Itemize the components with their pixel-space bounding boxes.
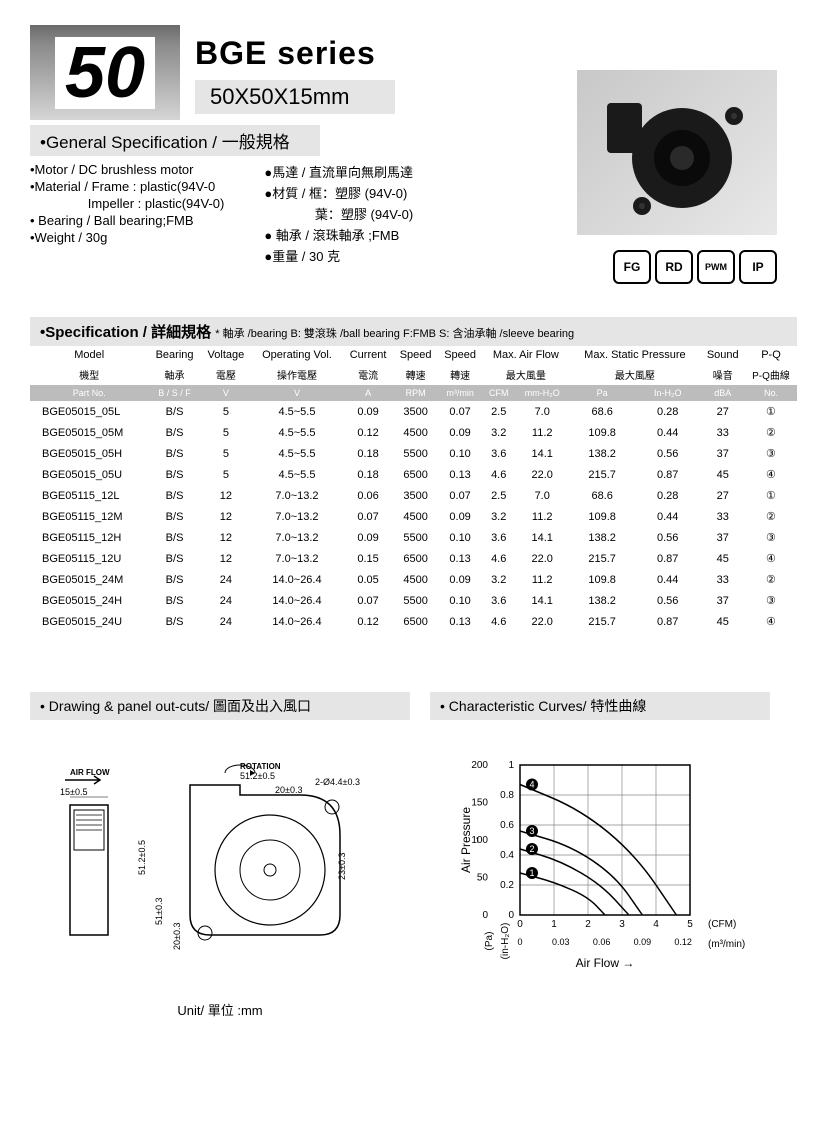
svg-text:51.2±0.5: 51.2±0.5	[240, 771, 275, 781]
svg-text:0.06: 0.06	[593, 937, 611, 947]
table-row: BGE05015_05MB/S54.5~5.50.1245000.093.211…	[30, 422, 797, 443]
svg-text:5: 5	[687, 919, 693, 930]
svg-text:0: 0	[517, 937, 522, 947]
airflow-label: AIR FLOW	[70, 768, 110, 777]
dimensions: 50X50X15mm	[195, 80, 395, 114]
series-title: BGE series	[195, 35, 797, 72]
svg-text:51.2±0.5: 51.2±0.5	[137, 840, 147, 875]
table-row: BGE05015_24UB/S2414.0~26.40.1265000.134.…	[30, 611, 797, 632]
svg-text:0: 0	[517, 919, 523, 930]
table-row: BGE05015_24MB/S2414.0~26.40.0545000.093.…	[30, 569, 797, 590]
svg-text:0.2: 0.2	[500, 880, 514, 891]
svg-text:0.8: 0.8	[500, 790, 514, 801]
table-row: BGE05115_12MB/S127.0~13.20.0745000.093.2…	[30, 506, 797, 527]
svg-text:0.09: 0.09	[634, 937, 652, 947]
svg-text:4: 4	[653, 919, 659, 930]
rotation-label: ROTATION	[240, 762, 281, 771]
table-row: BGE05115_12UB/S127.0~13.20.1565000.134.6…	[30, 548, 797, 569]
specification-table: ModelBearingVoltageOperating Vol.Current…	[30, 346, 797, 632]
svg-text:20±0.3: 20±0.3	[275, 785, 302, 795]
table-row: BGE05015_05LB/S54.5~5.50.0935000.072.57.…	[30, 401, 797, 422]
svg-text:20±0.3: 20±0.3	[172, 923, 182, 950]
svg-text:(m³/min): (m³/min)	[708, 939, 745, 950]
general-spec-heading: •General Specification / 一般規格	[30, 125, 320, 156]
badge-pwm: PWM	[697, 250, 735, 284]
svg-text:2-Ø4.4±0.3: 2-Ø4.4±0.3	[315, 777, 360, 787]
badge-fg: FG	[613, 250, 651, 284]
table-row: BGE05115_12LB/S127.0~13.20.0635000.072.5…	[30, 485, 797, 506]
svg-text:51±0.3: 51±0.3	[154, 898, 164, 925]
svg-text:2: 2	[529, 844, 534, 854]
svg-text:2: 2	[585, 919, 591, 930]
svg-text:(CFM): (CFM)	[708, 919, 736, 930]
general-spec-left: •Motor / DC brushless motor •Material / …	[30, 162, 224, 267]
table-row: BGE05015_05HB/S54.5~5.50.1855000.103.614…	[30, 443, 797, 464]
svg-text:150: 150	[471, 798, 488, 809]
svg-text:3: 3	[619, 919, 625, 930]
svg-text:0.6: 0.6	[500, 820, 514, 831]
table-row: BGE05015_24HB/S2414.0~26.40.0755000.103.…	[30, 590, 797, 611]
svg-text:1: 1	[529, 868, 534, 878]
svg-text:1: 1	[508, 760, 514, 771]
table-row: BGE05015_05UB/S54.5~5.50.1865000.134.622…	[30, 464, 797, 485]
general-spec-right: ●馬達 / 直流單向無刷馬達 ●材質 / 框：塑膠 (94V-0) 葉：塑膠 (…	[264, 162, 413, 267]
svg-text:50: 50	[477, 873, 489, 884]
product-image	[577, 70, 777, 235]
svg-text:15±0.5: 15±0.5	[60, 787, 87, 797]
badge-rd: RD	[655, 250, 693, 284]
table-row: BGE05115_12HB/S127.0~13.20.0955000.103.6…	[30, 527, 797, 548]
badge-ip: IP	[739, 250, 777, 284]
characteristic-curves-chart: 01234500.20.40.60.812001501005001234Air …	[430, 740, 770, 990]
feature-badges: FG RD PWM IP	[613, 250, 777, 284]
svg-text:(in-H₂O): (in-H₂O)	[500, 923, 511, 960]
svg-text:0.4: 0.4	[500, 850, 514, 861]
svg-text:3: 3	[529, 826, 534, 836]
svg-text:0.03: 0.03	[552, 937, 570, 947]
curves-heading: • Characteristic Curves/ 特性曲線	[430, 692, 770, 720]
svg-text:(Pa): (Pa)	[484, 932, 495, 951]
unit-label: Unit/ 單位 :mm	[30, 1000, 410, 1019]
svg-text:0.12: 0.12	[674, 937, 692, 947]
svg-text:0: 0	[508, 910, 514, 921]
technical-drawing: AIR FLOW ROTATION 15±0.5	[30, 740, 410, 990]
svg-text:1: 1	[551, 919, 557, 930]
svg-text:4: 4	[529, 780, 534, 790]
svg-text:0: 0	[482, 910, 488, 921]
svg-text:200: 200	[471, 760, 488, 771]
series-number-box: 50	[30, 25, 180, 120]
drawing-heading: • Drawing & panel out-cuts/ 圖面及出入風口	[30, 692, 410, 720]
svg-text:→: →	[471, 835, 482, 845]
series-number: 50	[55, 37, 155, 109]
spec-heading: •Specification / 詳細規格 * 軸承 /bearing B: 雙…	[30, 317, 797, 346]
svg-text:23±0.3: 23±0.3	[337, 853, 347, 880]
svg-text:Air Flow →: Air Flow →	[576, 956, 635, 970]
